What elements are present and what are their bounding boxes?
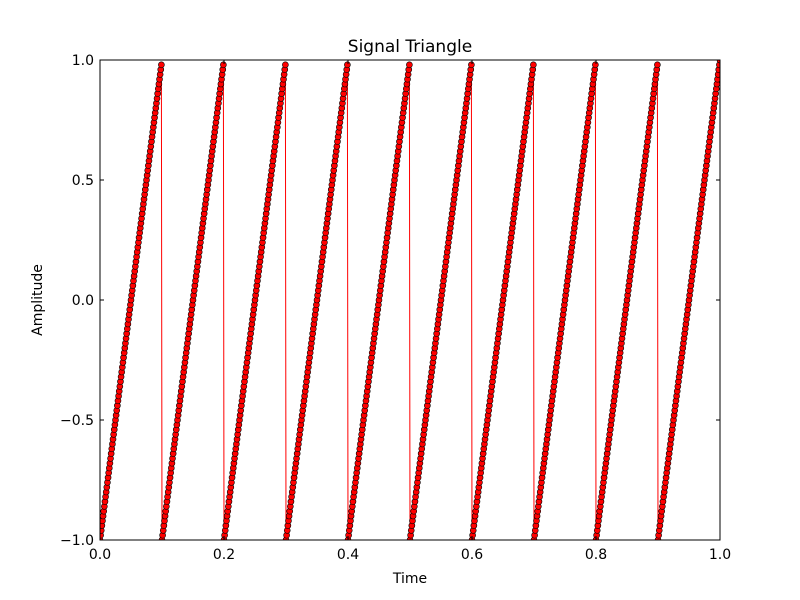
- data-point: [716, 60, 720, 64]
- data-point: [468, 61, 475, 69]
- x-axis-label: Time: [392, 571, 427, 587]
- y-tick-label: 0.0: [72, 293, 94, 309]
- tick-label-layer: 0.0 0.2 0.4 0.6 0.8 1.0 −1.0 −0.5 0.0 0.5 1.0: [60, 53, 731, 563]
- axes-frame: [99, 59, 721, 541]
- y-tick-label: 1.0: [72, 53, 94, 69]
- data-point: [592, 61, 599, 69]
- data-point: [220, 61, 227, 69]
- x-tick-label: 0.4: [337, 547, 359, 563]
- data-point: [654, 61, 661, 69]
- y-axis-label: Amplitude: [30, 264, 46, 336]
- data-layer: [100, 60, 720, 540]
- x-tick-label: 1.0: [709, 547, 731, 563]
- y-tick-label: −1.0: [60, 533, 94, 549]
- data-point: [158, 61, 165, 69]
- data-point: [344, 61, 351, 69]
- data-point: [530, 61, 537, 69]
- y-tick-label: −0.5: [60, 413, 94, 429]
- chart-title: Signal Triangle: [348, 37, 472, 57]
- data-point: [282, 61, 289, 69]
- data-point: [406, 61, 413, 69]
- x-tick-label: 0.0: [89, 547, 111, 563]
- x-tick-label: 0.2: [213, 547, 235, 563]
- x-tick-label: 0.6: [461, 547, 483, 563]
- x-tick-label: 0.8: [585, 547, 607, 563]
- y-tick-label: 0.5: [72, 173, 94, 189]
- series-signal: [100, 60, 720, 540]
